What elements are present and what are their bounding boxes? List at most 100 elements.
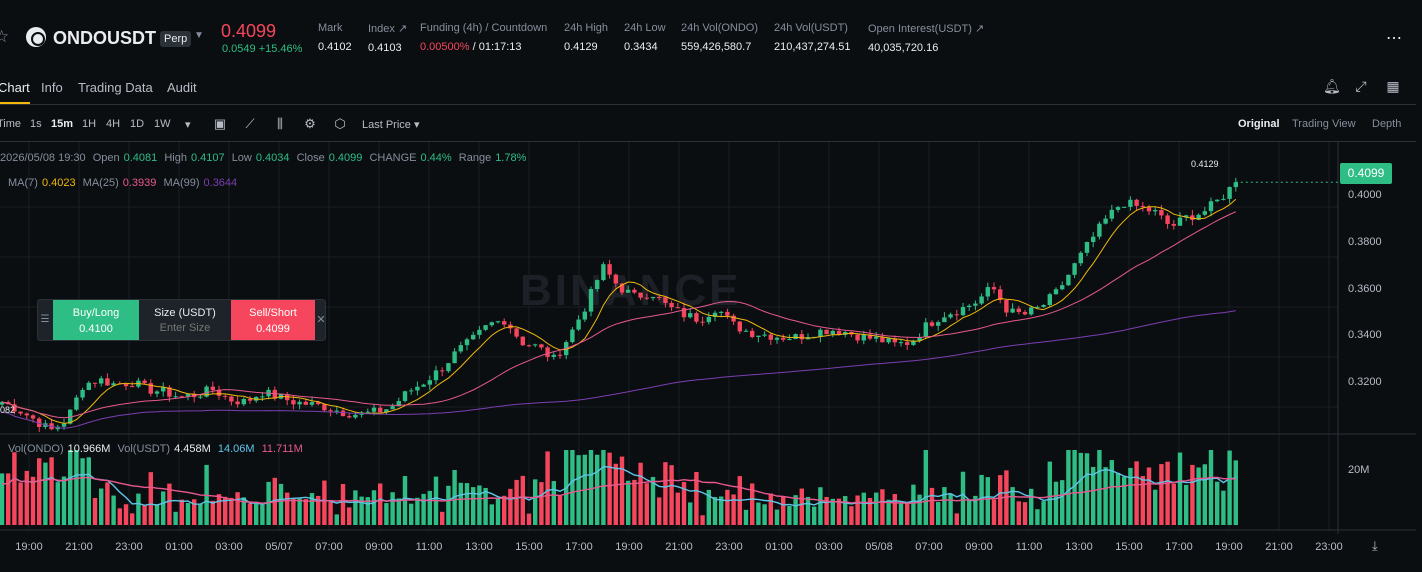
tab-trading-data[interactable]: Trading Data xyxy=(78,80,153,95)
volume-bar xyxy=(533,479,538,525)
candle-body xyxy=(948,314,953,318)
timeframe-1w[interactable]: 1W xyxy=(154,118,171,130)
more-options-icon[interactable]: ⋯ xyxy=(1386,30,1403,47)
candle-body xyxy=(781,337,786,340)
close-icon[interactable]: ✕ xyxy=(316,314,326,326)
volume-bar xyxy=(241,497,246,525)
bell-icon[interactable]: 🔔︎ xyxy=(1323,78,1341,94)
scale-toggle-icon[interactable]: ⤓ xyxy=(1372,538,1378,553)
volume-bar xyxy=(719,496,724,525)
candle-body xyxy=(427,380,432,385)
candle-body xyxy=(1047,294,1052,306)
timeframe-1d[interactable]: 1D xyxy=(130,118,145,130)
favorite-star-icon[interactable]: ☆ xyxy=(0,27,10,46)
size-label: Size (USDT) xyxy=(154,307,216,319)
drag-handle-icon[interactable]: ☰ xyxy=(40,314,50,325)
stat-value: 0.3434 xyxy=(624,41,658,53)
candle-body xyxy=(30,415,36,419)
symbol-name[interactable]: ONDOUSDT xyxy=(53,28,156,48)
candle-body xyxy=(260,396,265,398)
candle-body xyxy=(384,409,389,413)
volume-bar xyxy=(464,483,470,525)
volume-bar xyxy=(619,456,625,525)
legend-ma7: 0.4023 xyxy=(41,177,76,189)
tab-audit[interactable]: Audit xyxy=(167,80,197,95)
candle-body xyxy=(105,378,110,386)
volume-bar xyxy=(6,473,11,525)
volume-bar xyxy=(1153,489,1158,525)
timeframe-15m[interactable]: 15m xyxy=(51,118,74,130)
view-depth[interactable]: Depth xyxy=(1372,118,1402,130)
timeframe-time[interactable]: Time xyxy=(0,118,22,130)
timeframe-1h[interactable]: 1H xyxy=(82,118,97,130)
volume-bar xyxy=(123,504,129,525)
volume-bar xyxy=(601,450,606,525)
volume-bar xyxy=(1047,461,1052,525)
view-original[interactable]: Original xyxy=(1238,118,1280,130)
stat-24h-vol-usdt: 24h Vol(USDT) 210,437,274.51 xyxy=(774,22,850,53)
volume-bar xyxy=(179,499,184,525)
candle-body xyxy=(464,339,470,346)
stat-open-interest[interactable]: Open Interest(USDT) ↗ 40,035,720.16 xyxy=(868,22,984,54)
size-input[interactable] xyxy=(145,322,225,334)
price-type-dropdown[interactable]: Last Price ▾ xyxy=(362,118,420,131)
vol-ondo-label: Vol(ONDO) xyxy=(8,443,64,455)
candle-body xyxy=(663,297,668,303)
candle-body xyxy=(917,337,922,341)
candle-body xyxy=(173,396,178,398)
volume-bar xyxy=(68,450,73,525)
candle-body xyxy=(557,354,563,356)
candle-body xyxy=(886,338,891,343)
stat-index[interactable]: Index ↗ 0.4103 xyxy=(368,22,407,54)
stat-label: Open Interest(USDT) ↗ xyxy=(868,23,985,35)
volume-bar xyxy=(396,498,401,525)
candle-body xyxy=(867,334,873,339)
volume-bar xyxy=(1084,453,1090,525)
candle-body xyxy=(1097,223,1102,237)
view-trading-view[interactable]: Trading View xyxy=(1292,118,1356,130)
y-tick: 0.4000 xyxy=(1348,189,1382,201)
candle-body xyxy=(12,404,17,412)
timeframe-dropdown-icon[interactable]: ▾ xyxy=(185,119,191,131)
legend-ma25-label: MA(25) xyxy=(82,177,119,189)
volume-bar xyxy=(905,502,910,525)
buy-long-button[interactable]: Buy/Long 0.4100 xyxy=(53,300,139,340)
x-tick: 05/07 xyxy=(265,541,293,553)
legend-range: 1.78% xyxy=(495,152,527,164)
volume-bar xyxy=(576,455,581,525)
sell-label: Sell/Short xyxy=(249,307,297,319)
sell-short-button[interactable]: Sell/Short 0.4099 xyxy=(231,300,315,340)
volume-bar xyxy=(638,462,643,525)
volume-bar xyxy=(985,477,990,525)
volume-bar xyxy=(1041,501,1046,525)
candle-body xyxy=(929,322,935,326)
ma-line xyxy=(1,198,1237,424)
x-tick: 13:00 xyxy=(1065,541,1093,553)
timeframe-1s[interactable]: 1s xyxy=(30,118,42,130)
candlestick-chart[interactable] xyxy=(0,142,1416,534)
layout-grid-icon[interactable]: ▦ xyxy=(1386,78,1400,94)
candle-body xyxy=(1215,199,1220,202)
calendar-icon[interactable]: ▣ xyxy=(213,116,227,131)
volume-bar xyxy=(210,500,215,525)
candle-body xyxy=(960,307,966,316)
candle-body xyxy=(607,264,612,275)
y-tick: 0.3200 xyxy=(1348,376,1382,388)
y-tick: 0.3800 xyxy=(1348,236,1382,248)
x-tick: 21:00 xyxy=(1265,541,1293,553)
candle-type-icon[interactable]: ⫼ xyxy=(277,116,283,131)
settings-icon[interactable]: ⬡ xyxy=(334,116,346,131)
drawing-tools-icon[interactable]: ⚙ xyxy=(304,116,316,131)
candle-body xyxy=(669,302,674,308)
timeframe-4h[interactable]: 4H xyxy=(106,118,121,130)
volume-bar xyxy=(185,503,191,525)
indicator-icon[interactable]: ⟋ xyxy=(245,116,255,131)
candle-body xyxy=(545,347,550,357)
tab-info[interactable]: Info xyxy=(41,80,63,95)
expand-icon[interactable]: ⤢ xyxy=(1355,78,1367,94)
vol-usdt: 4.458M xyxy=(174,443,211,455)
volume-bar xyxy=(700,515,705,525)
volume-bar xyxy=(30,476,36,525)
symbol-dropdown-caret-icon[interactable]: ▼ xyxy=(194,30,204,41)
tab-chart[interactable]: Chart xyxy=(0,80,30,104)
